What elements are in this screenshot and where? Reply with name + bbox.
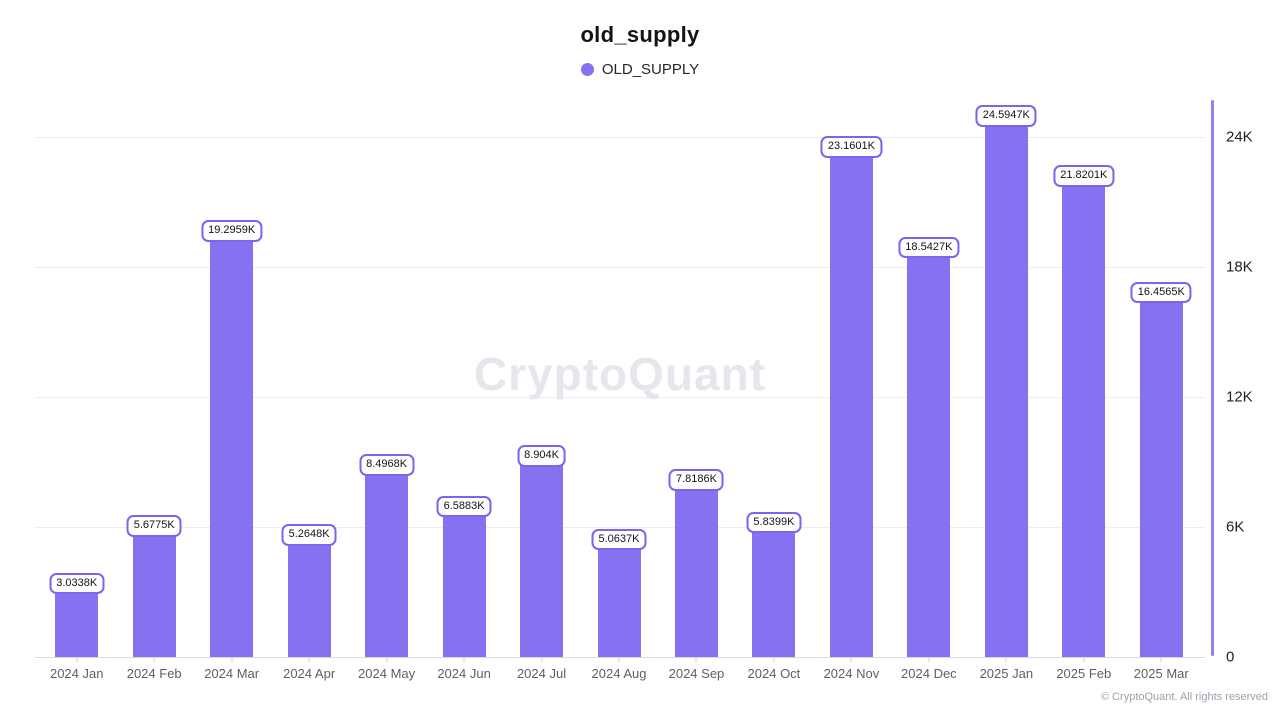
y-axis-tick-label: 24K <box>1226 128 1253 146</box>
bar-2024-oct[interactable] <box>752 530 796 657</box>
gridline <box>35 137 1205 138</box>
x-axis-tick-label-2024-feb: 2024 Feb <box>126 666 182 681</box>
x-axis-tick-label-2024-dec: 2024 Dec <box>901 666 957 681</box>
x-axis-tick-label-2025-mar: 2025 Mar <box>1133 666 1189 681</box>
bar-2024-may[interactable] <box>365 472 409 657</box>
bar-value-label-2024-dec: 18.5427K <box>898 236 960 259</box>
y-axis-tick-label: 12K <box>1226 388 1253 406</box>
x-axis-tick <box>308 657 310 662</box>
x-axis-tick <box>618 657 620 662</box>
bar-2024-sep[interactable] <box>674 487 718 657</box>
x-axis-tick-label-2024-sep: 2024 Sep <box>668 666 725 681</box>
cryptoquant-watermark: CryptoQuant <box>473 348 767 400</box>
x-axis-tick <box>463 657 465 662</box>
x-axis-tick-label-2024-nov: 2024 Nov <box>823 666 880 681</box>
copyright-notice: © CryptoQuant. All rights reserved <box>1100 691 1268 703</box>
x-axis-tick <box>928 657 930 662</box>
x-axis-tick <box>541 657 543 662</box>
gridline <box>35 397 1205 398</box>
gridline <box>35 267 1205 268</box>
bar-2024-jan[interactable] <box>55 591 99 657</box>
x-axis-tick <box>1160 657 1162 662</box>
bar-value-label-2025-jan: 24.5947K <box>975 105 1037 128</box>
legend-dot-icon <box>580 63 594 76</box>
legend-item-old-supply[interactable]: OLD_SUPPLY <box>0 61 1280 78</box>
bar-value-label-2025-feb: 21.8201K <box>1053 165 1115 188</box>
x-axis-tick <box>773 657 775 662</box>
bar-value-label-2024-apr: 5.2648K <box>281 524 337 546</box>
bar-value-label-2024-jan: 3.0338K <box>49 572 105 595</box>
x-axis-tick-label-2025-feb: 2025 Feb <box>1056 666 1112 681</box>
y-axis-tick-label: 0 <box>1226 648 1235 666</box>
bar-2025-jan[interactable] <box>984 124 1028 657</box>
bar-2024-dec[interactable] <box>907 255 951 657</box>
x-axis-tick-label-2024-apr: 2024 Apr <box>283 666 336 681</box>
x-axis-tick-label-2024-aug: 2024 Aug <box>591 666 647 681</box>
x-axis-tick <box>850 657 852 662</box>
y-axis-line <box>1211 100 1214 656</box>
x-axis-line <box>35 657 1205 658</box>
bar-2024-aug[interactable] <box>597 547 641 657</box>
x-axis-tick-label-2025-jan: 2025 Jan <box>979 666 1034 681</box>
x-axis-tick <box>76 657 78 662</box>
bar-2024-mar[interactable] <box>210 238 254 657</box>
bar-2024-feb[interactable] <box>132 533 176 657</box>
bar-value-label-2025-mar: 16.4565K <box>1130 281 1192 304</box>
x-axis-tick <box>231 657 233 662</box>
chart-title: old_supply <box>580 22 700 47</box>
bar-2024-apr[interactable] <box>287 542 331 657</box>
x-axis-tick-label-2024-mar: 2024 Mar <box>204 666 260 681</box>
x-axis-tick <box>1005 657 1007 662</box>
x-axis-tick <box>695 657 697 662</box>
bar-value-label-2024-jul: 8.904K <box>517 445 566 468</box>
bar-value-label-2024-aug: 5.0637K <box>591 528 647 551</box>
bar-value-label-2024-feb: 5.6775K <box>126 515 182 537</box>
legend-label: OLD_SUPPLY <box>601 61 700 78</box>
bar-value-label-2024-nov: 23.1601K <box>820 136 882 159</box>
bar-2025-mar[interactable] <box>1139 300 1183 657</box>
bar-2024-jun[interactable] <box>442 514 486 657</box>
x-axis-tick <box>386 657 388 662</box>
bar-2025-feb[interactable] <box>1062 184 1106 657</box>
x-axis-tick <box>153 657 155 662</box>
x-axis-tick-label-2024-jun: 2024 Jun <box>437 666 491 681</box>
bar-value-label-2024-mar: 19.2959K <box>201 220 263 242</box>
bar-value-label-2024-sep: 7.8186K <box>668 468 724 491</box>
x-axis-tick-label-2024-may: 2024 May <box>358 666 416 681</box>
x-axis-tick-label-2024-jan: 2024 Jan <box>49 666 104 681</box>
x-axis-tick-label-2024-oct: 2024 Oct <box>747 666 801 681</box>
bar-2024-jul[interactable] <box>520 464 564 657</box>
x-axis-tick <box>1083 657 1085 662</box>
x-axis-tick-label-2024-jul: 2024 Jul <box>516 666 567 681</box>
y-axis-tick-label: 6K <box>1226 518 1245 536</box>
y-axis-tick-label: 18K <box>1226 258 1253 276</box>
bar-value-label-2024-jun: 6.5883K <box>436 495 492 518</box>
bar-value-label-2024-oct: 5.8399K <box>746 511 802 534</box>
gridline <box>35 527 1205 528</box>
bar-2024-nov[interactable] <box>829 155 873 657</box>
bar-value-label-2024-may: 8.4968K <box>359 454 415 476</box>
